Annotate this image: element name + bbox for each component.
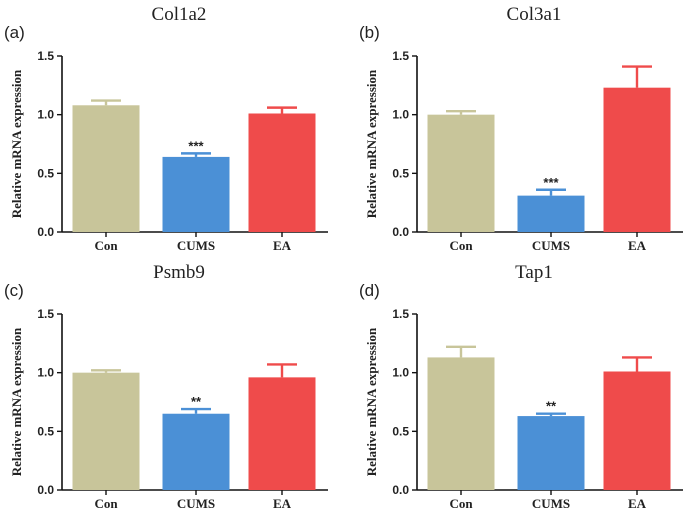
bar-ea xyxy=(603,371,671,490)
x-tick-label: CUMS xyxy=(177,496,215,510)
y-tick-label: 1.5 xyxy=(37,307,54,321)
panel-label: (a) xyxy=(4,23,25,42)
x-tick-label: Con xyxy=(94,238,118,253)
panel-label: (c) xyxy=(4,281,24,300)
x-tick-label: EA xyxy=(628,238,647,253)
y-tick-label: 0.5 xyxy=(37,166,54,180)
bar-cums xyxy=(517,416,585,490)
significance-label: ** xyxy=(191,394,202,409)
significance-label: *** xyxy=(543,175,559,190)
significance-label: ** xyxy=(546,399,557,414)
x-tick-label: CUMS xyxy=(532,496,570,510)
y-axis-label: Relative mRNA expression xyxy=(9,327,24,476)
bar-cums xyxy=(162,156,230,232)
x-tick-label: EA xyxy=(273,238,292,253)
y-tick-label: 0.0 xyxy=(37,483,54,497)
chart-panel-b: (b) Col3a1 Relative mRNA expression 0.0 0.5 1… xyxy=(359,4,683,253)
bar-cums xyxy=(162,413,230,490)
bar-con xyxy=(72,105,140,232)
chart-panel-c: (c) Psmb9 Relative mRNA expression 0.0 0.5 1.… xyxy=(4,262,328,510)
y-tick-label: 0.5 xyxy=(392,424,409,438)
significance-label: *** xyxy=(188,138,204,153)
chart-title: Psmb9 xyxy=(153,262,205,283)
bar-con xyxy=(427,357,495,490)
y-axis-label: Relative mRNA expression xyxy=(364,69,379,218)
x-tick-label: Con xyxy=(449,238,473,253)
x-tick-label: CUMS xyxy=(532,238,570,253)
y-tick-label: 0.5 xyxy=(392,166,409,180)
chart-title: Col1a2 xyxy=(152,4,207,25)
bar-ea xyxy=(248,113,316,232)
y-tick-label: 0.0 xyxy=(37,225,54,239)
y-tick-label: 0.0 xyxy=(392,483,409,497)
chart-panel-a: (a) Col1a2 Relative mRNA expression 0.0 0.5 1… xyxy=(4,4,328,253)
bar-con xyxy=(72,372,140,490)
x-tick-label: EA xyxy=(273,496,292,510)
panel-label: (d) xyxy=(359,281,380,300)
y-tick-label: 1.5 xyxy=(392,49,409,63)
x-tick-label: Con xyxy=(94,496,118,510)
bar-cums xyxy=(517,195,585,232)
chart-title: Col3a1 xyxy=(507,4,562,25)
y-tick-label: 1.0 xyxy=(392,366,409,380)
panel-label: (b) xyxy=(359,23,380,42)
y-tick-label: 1.5 xyxy=(37,49,54,63)
bar-ea xyxy=(248,377,316,490)
y-tick-label: 0.5 xyxy=(37,424,54,438)
chart-panel-d: (d) Tap1 Relative mRNA expression 0.0 0.5 1.0… xyxy=(359,262,683,510)
y-tick-label: 1.0 xyxy=(37,366,54,380)
y-tick-label: 1.0 xyxy=(37,108,54,122)
y-axis-label: Relative mRNA expression xyxy=(9,69,24,218)
y-axis-label: Relative mRNA expression xyxy=(364,327,379,476)
x-tick-label: EA xyxy=(628,496,647,510)
chart-title: Tap1 xyxy=(515,262,553,283)
x-tick-label: CUMS xyxy=(177,238,215,253)
bar-con xyxy=(427,114,495,232)
y-tick-label: 1.5 xyxy=(392,307,409,321)
y-tick-label: 1.0 xyxy=(392,108,409,122)
y-tick-label: 0.0 xyxy=(392,225,409,239)
x-tick-label: Con xyxy=(449,496,473,510)
bar-ea xyxy=(603,87,671,233)
